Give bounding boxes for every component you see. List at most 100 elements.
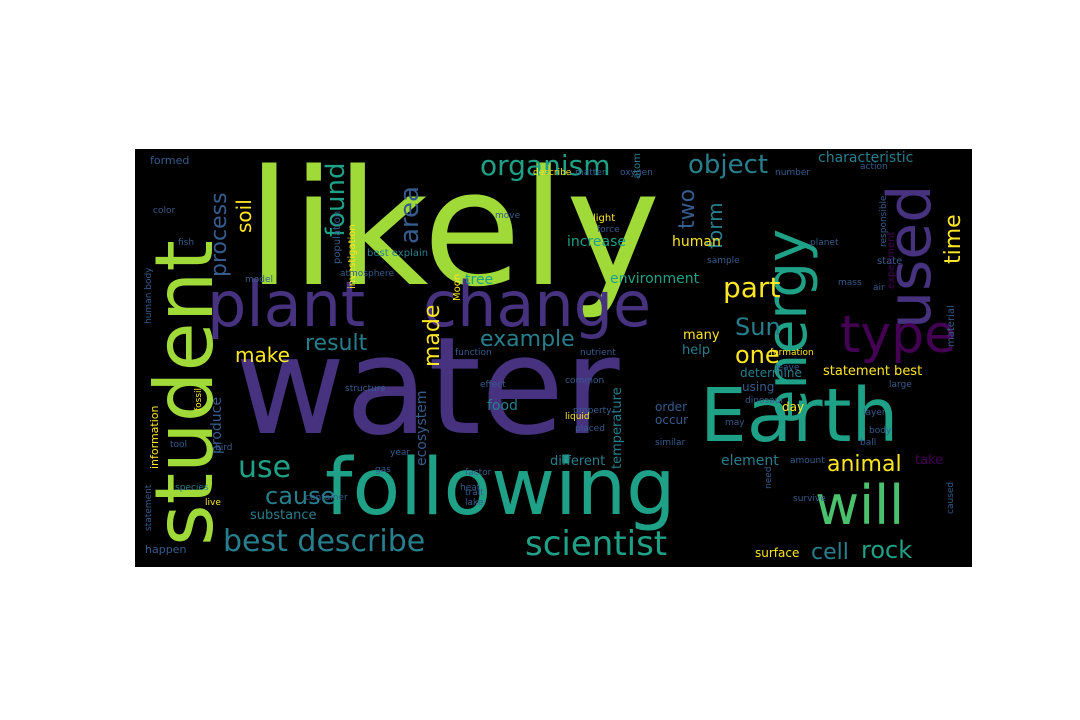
word-effect: effect bbox=[480, 380, 506, 390]
word-number: number bbox=[775, 168, 811, 178]
word-action: action bbox=[860, 162, 888, 172]
word-cloud: likely water student following Earth plant cha… bbox=[135, 149, 972, 567]
word-trait: trait bbox=[465, 488, 484, 498]
word-amount: amount bbox=[790, 456, 825, 466]
word-year: year bbox=[390, 448, 411, 458]
word-common: common bbox=[565, 376, 605, 386]
word-need: need bbox=[764, 466, 774, 490]
word-animal: animal bbox=[827, 452, 902, 477]
word-earth: Earth bbox=[700, 373, 899, 459]
word-plant: plant bbox=[207, 268, 366, 341]
word-object: object bbox=[688, 150, 769, 180]
word-ecosystem: ecosystem bbox=[414, 390, 430, 467]
word-environment: environment bbox=[610, 271, 700, 287]
word-similar: similar bbox=[655, 438, 686, 448]
word-structure: structure bbox=[345, 384, 386, 394]
word-statement-best: statement best bbox=[823, 364, 923, 379]
word-caused: caused bbox=[946, 481, 956, 514]
word-species: species bbox=[175, 483, 209, 493]
word-organism: organism bbox=[480, 149, 611, 182]
word-planet: planet bbox=[810, 238, 839, 248]
word-fossil: fossil bbox=[194, 387, 204, 411]
word-moon: Moon bbox=[452, 273, 463, 301]
word-temperature: temperature bbox=[610, 387, 625, 469]
word-two: two bbox=[675, 188, 700, 229]
word-human-body: human body bbox=[144, 267, 154, 324]
word-property: property bbox=[573, 406, 612, 416]
word-best-explain: best explain bbox=[367, 248, 429, 259]
word-move: move bbox=[495, 211, 521, 221]
word-different: different bbox=[550, 454, 606, 469]
word-change: change bbox=[423, 268, 652, 341]
word-body: body bbox=[869, 426, 892, 436]
word-mass: mass bbox=[838, 278, 862, 288]
word-function: function bbox=[455, 348, 492, 358]
word-human: human bbox=[672, 234, 721, 250]
word-color: color bbox=[153, 206, 176, 216]
word-air: air bbox=[873, 283, 885, 293]
word-soil: soil bbox=[232, 199, 256, 233]
word-layer: layer bbox=[863, 408, 886, 418]
word-cell: cell bbox=[811, 540, 849, 565]
word-made: made bbox=[420, 304, 445, 367]
word-make: make bbox=[235, 343, 290, 367]
word-population: population bbox=[332, 210, 343, 264]
word-using: using bbox=[742, 380, 775, 394]
word-gas: gas bbox=[375, 465, 391, 475]
word-increase: increase bbox=[567, 234, 627, 250]
word-substance: substance bbox=[250, 508, 317, 523]
word-tool: tool bbox=[170, 440, 188, 450]
word-bird: bird bbox=[215, 443, 233, 453]
word-may: may bbox=[725, 418, 745, 428]
word-part: part bbox=[723, 271, 781, 304]
word-process: process bbox=[207, 192, 232, 277]
word-example: example bbox=[480, 327, 575, 352]
word-placed: placed bbox=[575, 424, 605, 434]
word-liquid: liquid bbox=[565, 412, 590, 422]
word-container: container bbox=[305, 493, 348, 503]
word-happen: happen bbox=[145, 543, 187, 556]
word-scientist: scientist bbox=[525, 524, 668, 564]
word-occur: occur bbox=[655, 413, 689, 427]
word-rock: rock bbox=[861, 536, 913, 564]
word-formed: formed bbox=[150, 154, 190, 167]
word-will: will bbox=[815, 474, 905, 537]
word-model: model bbox=[245, 275, 274, 285]
word-force: force bbox=[597, 225, 620, 235]
word-atmosphere: atmosphere bbox=[340, 269, 394, 279]
word-describe: describe bbox=[533, 168, 572, 178]
word-formation: formation bbox=[770, 348, 814, 358]
word-characteristic: characteristic bbox=[818, 150, 914, 166]
word-oxygen: oxygen bbox=[620, 168, 653, 178]
word-likely: likely bbox=[247, 149, 661, 322]
word-water: water bbox=[235, 308, 620, 465]
word-tree: tree bbox=[465, 272, 494, 288]
word-live: live bbox=[205, 498, 221, 508]
word-dinosaur: dinosaur bbox=[745, 396, 785, 406]
word-sun: Sun bbox=[735, 313, 781, 341]
word-help: help bbox=[682, 343, 711, 358]
word-determine: determine bbox=[740, 366, 802, 380]
word-day: day bbox=[782, 400, 805, 414]
word-investigation: investigation bbox=[347, 224, 358, 289]
word-large: large bbox=[889, 380, 912, 390]
word-area: area bbox=[395, 186, 425, 244]
word-element: element bbox=[721, 453, 779, 469]
word-lake: lake bbox=[465, 498, 484, 508]
word-light: light bbox=[593, 213, 616, 224]
word-leave: leave bbox=[775, 363, 800, 373]
word-following: following bbox=[325, 443, 676, 533]
word-result: result bbox=[305, 331, 368, 356]
word-ball: ball bbox=[860, 438, 877, 448]
word-take: take bbox=[915, 453, 944, 468]
word-responsible: responsible bbox=[879, 195, 889, 247]
word-order: order bbox=[655, 400, 687, 414]
word-surface: surface bbox=[755, 546, 800, 560]
word-best-describe: best describe bbox=[223, 524, 426, 559]
word-state: state bbox=[877, 256, 903, 267]
word-matter: matter bbox=[575, 168, 606, 178]
word-cause: cause bbox=[265, 482, 336, 510]
word-fish: fish bbox=[178, 238, 195, 248]
word-information: information bbox=[148, 405, 161, 470]
word-use: use bbox=[238, 450, 292, 485]
